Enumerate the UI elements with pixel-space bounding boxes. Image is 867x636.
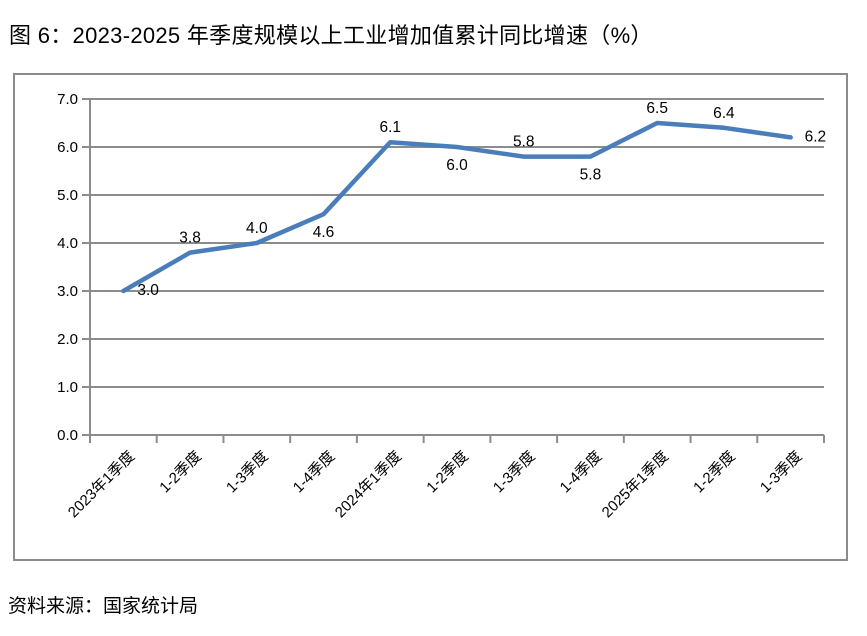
svg-text:6.2: 6.2: [805, 128, 827, 145]
data-line: [121, 120, 793, 294]
svg-text:5.0: 5.0: [57, 187, 78, 204]
svg-text:4.6: 4.6: [313, 224, 335, 241]
svg-text:2.0: 2.0: [57, 331, 78, 348]
svg-text:4.0: 4.0: [246, 220, 268, 237]
svg-text:1-3季度: 1-3季度: [490, 448, 539, 497]
svg-text:1-3季度: 1-3季度: [757, 448, 806, 497]
svg-text:2024年1季度: 2024年1季度: [332, 448, 405, 521]
svg-text:1-3季度: 1-3季度: [223, 448, 272, 497]
svg-text:6.5: 6.5: [646, 100, 668, 117]
data-point-labels: 3.0 3.8 4.0 4.6 6.1 6.0 5.8 5.8 6.5 6.4 6.2: [137, 100, 826, 299]
chart-svg: 0.0 1.0 2.0 3.0 4.0 5.0 6.0 7.0 2023年1季度 1-2季度 1-3…: [57, 91, 826, 521]
svg-text:6.4: 6.4: [713, 105, 735, 122]
gridlines: [82, 98, 824, 436]
x-axis-ticks: [89, 435, 825, 443]
svg-text:6.0: 6.0: [57, 139, 78, 156]
svg-text:0.0: 0.0: [57, 427, 78, 444]
svg-text:1-2季度: 1-2季度: [423, 448, 472, 497]
svg-text:2023年1季度: 2023年1季度: [65, 448, 138, 521]
y-axis-labels: 0.0 1.0 2.0 3.0 4.0 5.0 6.0 7.0: [57, 91, 78, 444]
svg-text:5.8: 5.8: [513, 134, 535, 151]
svg-text:6.1: 6.1: [379, 119, 401, 136]
svg-text:4.0: 4.0: [57, 235, 78, 252]
svg-text:1-2季度: 1-2季度: [156, 448, 205, 497]
svg-text:1-2季度: 1-2季度: [690, 448, 739, 497]
svg-text:1-4季度: 1-4季度: [557, 448, 606, 497]
source-note: 资料来源：国家统计局: [8, 596, 199, 617]
svg-text:3.0: 3.0: [137, 282, 159, 299]
svg-text:3.0: 3.0: [57, 283, 78, 300]
svg-text:3.8: 3.8: [179, 230, 201, 247]
chart-frame: 0.0 1.0 2.0 3.0 4.0 5.0 6.0 7.0 2023年1季度 1-2季度 1-3…: [13, 73, 848, 561]
svg-text:7.0: 7.0: [57, 91, 78, 108]
svg-text:2025年1季度: 2025年1季度: [599, 448, 672, 521]
svg-text:6.0: 6.0: [446, 157, 468, 174]
figure-title: 图 6：2023-2025 年季度规模以上工业增加值累计同比增速（%）: [9, 23, 653, 48]
svg-text:5.8: 5.8: [580, 167, 602, 184]
svg-text:1.0: 1.0: [57, 379, 78, 396]
svg-text:1-4季度: 1-4季度: [290, 448, 339, 497]
